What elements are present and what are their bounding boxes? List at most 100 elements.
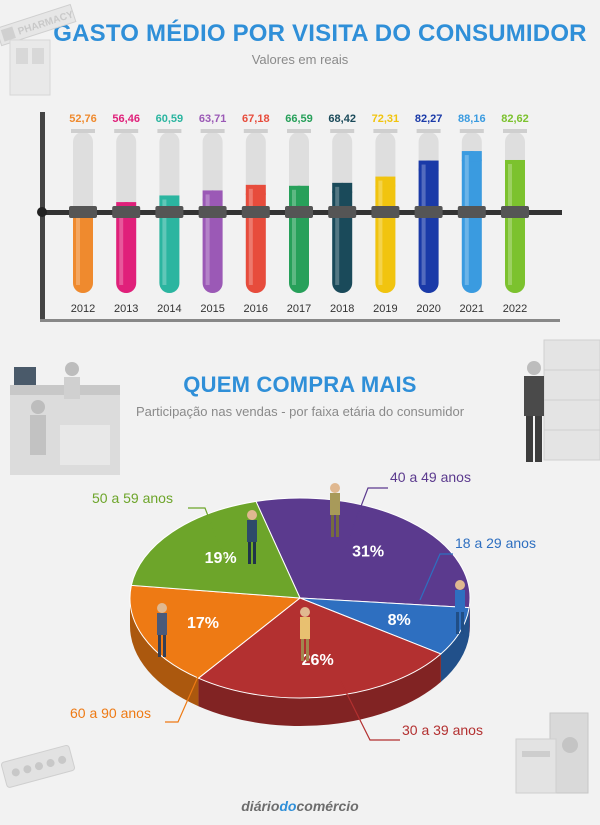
value-label-2016: 67,18	[242, 113, 270, 125]
bar-top-2014	[159, 195, 180, 206]
year-label-2018: 2018	[330, 303, 354, 315]
legend-label-40-a-49-anos: 40 a 49 anos	[390, 469, 471, 485]
legend-label-50-a-59-anos: 50 a 59 anos	[92, 490, 173, 506]
tube-rim	[503, 129, 527, 133]
year-label-2015: 2015	[200, 303, 224, 315]
tube-2019: 72,31 2019	[371, 113, 400, 315]
brand-part-c: comércio	[296, 798, 359, 814]
pie-percent-18-a-29-anos: 8%	[388, 612, 411, 629]
tube-clamp	[155, 206, 184, 218]
bar-2020	[418, 160, 439, 293]
brand-part-b: do	[279, 798, 297, 814]
year-label-2020: 2020	[416, 303, 440, 315]
person-figure-60s	[157, 603, 167, 657]
tube-2012: 52,76 2012	[69, 113, 97, 315]
year-label-2012: 2012	[71, 303, 95, 315]
test-tube-bar-chart: 52,76 2012 56,46 2013 60,59 2014 63,71 2015 67,1…	[37, 112, 562, 322]
value-label-2019: 72,31	[372, 113, 400, 125]
pie-slice-50-a-59-anos	[130, 500, 301, 599]
tube-rim	[330, 129, 355, 133]
legend-label-18-a-29-anos: 18 a 29 anos	[455, 535, 536, 551]
bar-top-2016	[245, 184, 266, 195]
bar-top-2018	[332, 182, 353, 193]
pie-percent-40-a-49-anos: 31%	[352, 544, 384, 561]
tube-clamp	[371, 206, 400, 218]
tube-2021: 88,16 2021	[457, 113, 486, 315]
pie-percent-30-a-39-anos: 26%	[302, 652, 334, 669]
pie-percent-50-a-59-anos: 19%	[205, 550, 237, 567]
bar-top-2015	[202, 190, 223, 201]
bar-2022	[505, 159, 525, 293]
tube-rim	[157, 129, 182, 133]
pie-side-30-a-39-anos	[198, 653, 441, 726]
tube-rim	[416, 129, 441, 133]
bar-2013	[116, 202, 137, 293]
pie-side-18-a-29-anos	[440, 607, 470, 682]
bar-2021	[461, 151, 482, 293]
bar-shine	[292, 189, 296, 285]
tube-clamp	[69, 206, 97, 218]
bar-shine	[508, 163, 512, 285]
pharmacy-shelf-icon	[524, 339, 600, 462]
legend-label-60-a-90-anos: 60 a 90 anos	[70, 705, 151, 721]
pie-slice-30-a-39-anos	[197, 597, 442, 699]
bar-shine	[162, 199, 167, 285]
bar-2019	[375, 176, 396, 293]
bar-2014	[159, 195, 180, 293]
tube-rim	[71, 129, 95, 133]
person-figure-30s	[300, 607, 310, 661]
bar-top-2017	[289, 185, 309, 196]
tube-rim	[243, 129, 268, 133]
year-label-2013: 2013	[114, 303, 138, 315]
tube-2013: 56,46 2013	[112, 113, 141, 315]
legend-label-30-a-39-anos: 30 a 39 anos	[402, 722, 483, 738]
bar-top-2020	[418, 160, 439, 171]
bar-shine	[421, 164, 426, 285]
value-label-2017: 66,59	[285, 113, 313, 125]
tube-clamp	[198, 206, 227, 218]
tube-rim	[459, 129, 484, 133]
tube-2018: 68,42 2018	[328, 113, 357, 315]
leader-line-18-a-29-anos	[419, 553, 453, 601]
bar-top-2021	[461, 151, 482, 162]
value-label-2018: 68,42	[328, 113, 356, 125]
value-label-2022: 82,62	[501, 113, 529, 125]
value-label-2020: 82,27	[415, 113, 443, 125]
tube-2014: 60,59 2014	[155, 113, 184, 315]
leader-line-30-a-39-anos	[339, 679, 400, 741]
bar-shine	[248, 188, 253, 285]
chart-title-buyers: QUEM COMPRA MAIS	[183, 372, 417, 397]
tube-clamp	[112, 206, 141, 218]
bar-2012	[73, 208, 93, 293]
brand-part-a: diário	[241, 798, 280, 814]
year-label-2019: 2019	[373, 303, 397, 315]
pie-slice-60-a-90-anos	[129, 584, 302, 679]
tube-2020: 82,27 2020	[414, 113, 443, 315]
year-label-2017: 2017	[287, 303, 311, 315]
tube-clamp	[501, 206, 529, 218]
chart-title-spending: GASTO MÉDIO POR VISITA DO CONSUMIDOR	[53, 20, 587, 47]
tube-clamp	[457, 206, 486, 218]
tube-rim	[200, 129, 225, 133]
bar-shine	[76, 212, 80, 285]
bar-top-2019	[375, 176, 396, 187]
value-label-2012: 52,76	[69, 113, 97, 125]
stand-base	[40, 319, 560, 322]
bar-shine	[205, 194, 210, 285]
tube-clamp	[328, 206, 357, 218]
pie-side-60-a-90-anos	[130, 598, 199, 707]
pie-percent-60-a-90-anos: 17%	[187, 615, 219, 632]
value-label-2021: 88,16	[458, 113, 486, 125]
stand-pole	[40, 112, 45, 322]
tube-rim	[373, 129, 398, 133]
pie-top	[129, 497, 471, 699]
value-label-2014: 60,59	[156, 113, 184, 125]
chart-subtitle-buyers: Participação nas vendas - por faixa etár…	[135, 404, 465, 419]
tube-clamp	[285, 206, 313, 218]
pie-slice-40-a-49-anos	[255, 497, 471, 609]
person-figure-40s	[330, 483, 340, 537]
value-label-2013: 56,46	[112, 113, 140, 125]
pharmacy-sign-icon: PHARMACY	[0, 3, 77, 96]
leader-line-40-a-49-anos	[344, 487, 388, 549]
